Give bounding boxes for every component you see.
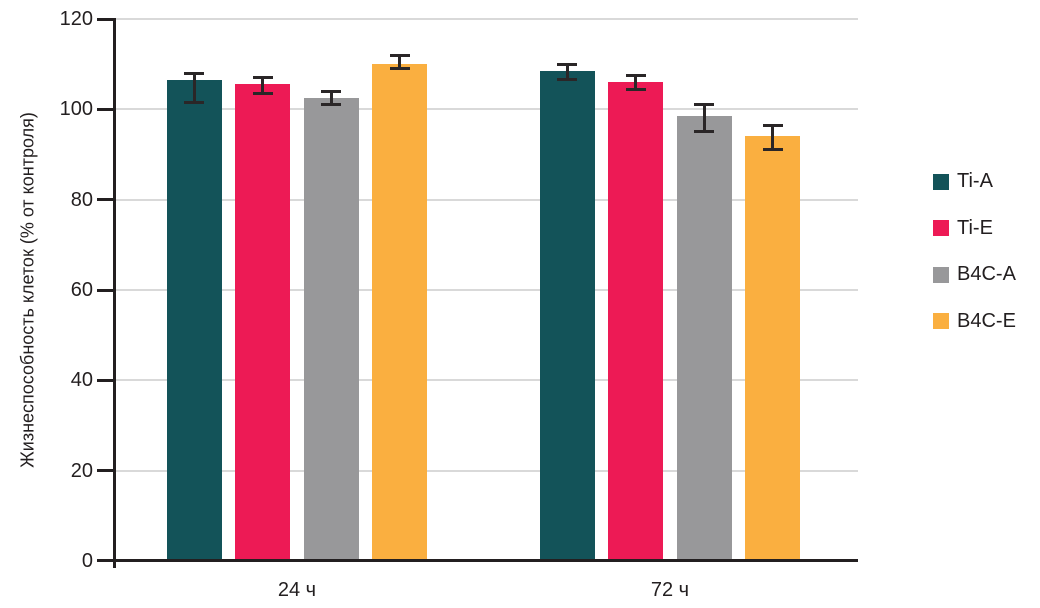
error-bar-top-cap [184,71,205,75]
error-bar-top-cap [252,76,273,80]
gridline [115,108,858,111]
y-tick-label: 120 [59,8,93,30]
bar-Ti-E-1 [608,82,664,561]
legend-item-B4C-E: B4C-E [933,310,1016,333]
error-bar-top-cap [389,53,410,57]
y-tick-label: 0 [81,550,93,572]
error-bar-bottom-cap [321,103,342,107]
bar-B4C-E-1 [745,136,801,561]
gridline [115,289,858,291]
gridline [115,18,858,20]
y-tick-label: 60 [70,279,93,301]
error-bar-line [398,55,402,69]
bar-B4C-A-1 [676,116,732,561]
legend-swatch-Ti-E [933,220,949,236]
y-tick-label: 100 [59,98,93,121]
error-bar-line [192,73,196,103]
error-bar-line [634,75,638,89]
legend-item-B4C-A: B4C-A [933,263,1016,286]
y-tick [97,107,115,111]
y-axis-line [113,18,116,568]
gridline [115,379,858,382]
error-bar-bottom-cap [694,130,715,134]
bar-Ti-E-0 [235,84,291,561]
error-bar-top-cap [762,123,783,127]
legend-swatch-Ti-A [933,173,949,190]
error-bar-bottom-cap [625,87,646,91]
error-bar-top-cap [321,89,342,93]
error-bar-bottom-cap [389,67,410,71]
error-bar-line [702,104,706,132]
y-tick [97,469,115,473]
bar-Ti-A-1 [539,70,595,561]
error-bar-top-cap [625,73,646,77]
legend-item-Ti-E: Ti-E [933,217,993,240]
legend-label: B4C-A [957,263,1016,285]
gridline [115,198,858,201]
legend-label: Ti-A [957,170,993,192]
y-tick [97,378,115,382]
y-tick-label: 80 [70,188,93,211]
y-tick [97,17,115,21]
y-tick [97,288,115,292]
bar-B4C-A-0 [303,98,359,561]
error-bar-line [771,125,775,150]
error-bar-bottom-cap [762,148,783,152]
bar-B4C-E-0 [372,64,428,561]
legend-label: Ti-E [957,216,993,239]
legend-item-Ti-A: Ti-A [933,170,993,193]
legend: Ti-A Ti-E B4C-A B4C-E [933,170,1040,350]
error-bar-bottom-cap [557,78,578,82]
y-tick-label: 20 [70,459,93,482]
y-tick [97,198,115,202]
error-bar-line [565,64,569,80]
error-bar-top-cap [694,103,715,107]
y-tick-label: 40 [70,369,93,392]
legend-label: B4C-E [957,309,1016,332]
error-bar-bottom-cap [184,101,205,105]
error-bar-bottom-cap [252,92,273,96]
error-bar-line [329,91,333,105]
x-axis-line [97,559,858,562]
bar-Ti-A-0 [166,79,222,561]
gridline [115,469,858,472]
y-axis-title: Жизнеспособность клеток (% от контроля) [17,112,38,468]
x-category-label: 72 ч [650,579,690,601]
x-category-label: 24 ч [277,579,317,601]
error-bar-line [261,77,265,94]
error-bar-top-cap [557,62,578,66]
legend-swatch-B4C-E [933,313,949,329]
legend-swatch-B4C-A [933,266,949,283]
